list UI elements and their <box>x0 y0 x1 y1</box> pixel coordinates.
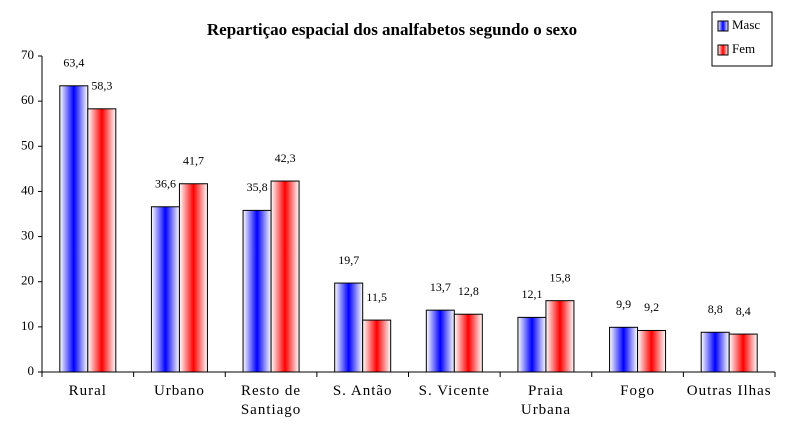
value-label: 41,7 <box>183 154 204 168</box>
bar <box>700 331 730 373</box>
bar <box>334 282 364 373</box>
y-tick-label: 10 <box>21 318 34 333</box>
x-tick-label: S. Vicente <box>418 383 490 399</box>
x-tick-label: Praia Urbana <box>520 383 572 418</box>
bar <box>728 333 758 373</box>
bar <box>637 329 667 373</box>
x-tick-label: Outras Ilhas <box>686 383 772 399</box>
value-label: 35,8 <box>247 180 268 194</box>
value-label: 13,7 <box>430 280 451 294</box>
x-tick-label: S. Antão <box>332 383 393 399</box>
x-tick-label: Rural <box>68 383 107 399</box>
y-tick-label: 40 <box>21 182 34 197</box>
legend-swatch <box>717 44 729 56</box>
value-label: 15,8 <box>549 270 570 284</box>
legend-box <box>711 11 773 67</box>
chart-title: Repartiçao espacial dos analfabetos segu… <box>207 20 577 39</box>
y-tick-label: 70 <box>21 47 34 62</box>
y-tick-label: 30 <box>21 228 34 243</box>
bar <box>453 313 483 373</box>
y-tick-label: 20 <box>21 273 34 288</box>
value-label: 42,3 <box>275 151 296 165</box>
y-tick-label: 0 <box>28 363 35 378</box>
value-label: 8,4 <box>736 304 751 318</box>
x-tick-label: Resto de Santiago <box>240 383 302 418</box>
bar <box>178 183 208 373</box>
value-label: 12,8 <box>458 284 479 298</box>
legend-swatch <box>717 20 729 32</box>
y-tick-label: 60 <box>21 92 34 107</box>
x-tick-label: Urbano <box>153 383 205 399</box>
value-label: 19,7 <box>338 253 359 267</box>
bar <box>87 108 117 373</box>
value-label: 36,6 <box>155 177 176 191</box>
value-label: 12,1 <box>521 287 542 301</box>
bar <box>59 85 89 373</box>
bar <box>609 326 639 373</box>
y-tick-label: 50 <box>21 137 34 152</box>
value-label: 58,3 <box>91 79 112 93</box>
bar <box>150 206 180 373</box>
value-label: 8,8 <box>708 302 723 316</box>
value-label: 9,2 <box>644 300 659 314</box>
legend-label: Fem <box>732 41 755 56</box>
bar <box>362 319 392 373</box>
bar <box>517 316 547 373</box>
bar <box>270 180 300 373</box>
legend-label: Masc <box>732 17 760 32</box>
x-tick-label: Fogo <box>620 383 655 399</box>
value-label: 9,9 <box>616 297 631 311</box>
bar <box>425 309 455 373</box>
value-label: 11,5 <box>366 290 387 304</box>
value-label: 63,4 <box>63 56 84 70</box>
bar <box>242 209 272 373</box>
bar <box>545 300 575 373</box>
